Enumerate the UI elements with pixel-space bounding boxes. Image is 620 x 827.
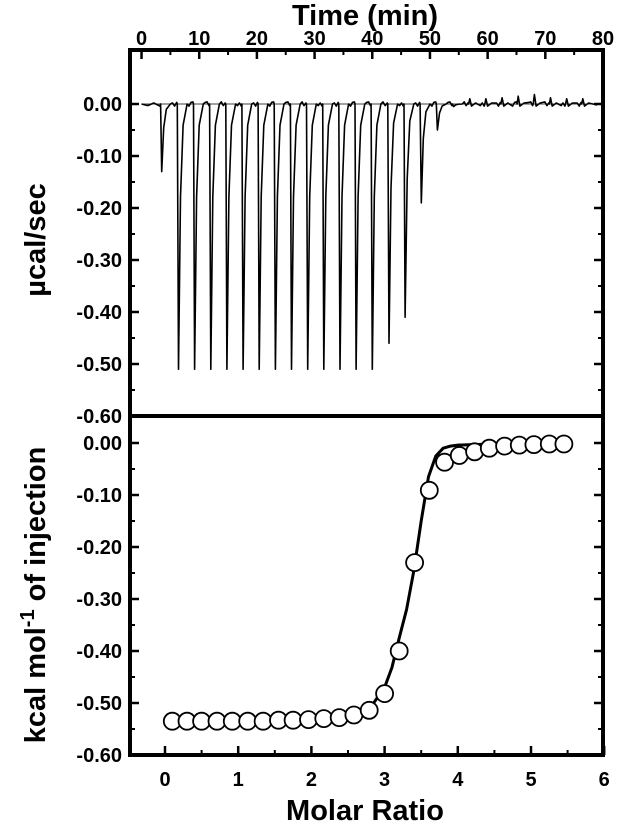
top-y-tick-label: -0.60 [76,406,122,428]
bottom-x-tick-label: 3 [379,769,390,791]
data-point [253,711,273,731]
bottom-y-tick-label: -0.50 [76,693,122,715]
bottom-y-axis-title: kcal mol-1 of injection [17,447,52,744]
plot-border [128,48,605,757]
data-point [524,435,544,455]
bottom-y-tick-label: 0.00 [83,433,122,455]
data-point [344,705,364,725]
thermogram-trace [141,93,598,370]
bottom-y-tick-label: -0.60 [76,745,122,767]
top-x-tick-label: 60 [477,28,499,50]
top-x-tick-label: 10 [188,28,210,50]
top-x-tick-label: 80 [592,28,614,50]
data-point [419,480,439,500]
top-y-tick-label: 0.00 [83,94,122,116]
top-x-tick-label: 0 [136,28,147,50]
bottom-x-tick-label: 6 [599,769,610,791]
top-x-tick-label: 70 [534,28,556,50]
bottom-x-tick-label: 2 [306,769,317,791]
data-point [283,710,303,730]
thermogram-line [141,93,598,370]
top-y-tick-label: -0.20 [76,198,122,220]
top-y-tick-label: -0.40 [76,302,122,324]
bottom-x-axis-title: Molar Ratio [286,795,444,827]
integrated-heats-plot [162,434,574,731]
bottom-y-tick-label: -0.10 [76,485,122,507]
bottom-panel-ticks: 0 1 2 3 4 5 6 0.00 -0.10 -0.20 -0.30 -0.40 -0.50 -0.6… [76,433,609,791]
data-point [192,711,212,731]
data-point [389,641,409,661]
top-x-tick-label: 40 [361,28,383,50]
plot-frame [128,48,605,757]
data-point [222,711,242,731]
top-y-tick-label: -0.50 [76,354,122,376]
data-point [238,711,258,731]
data-point [405,553,425,572]
data-point [375,684,395,703]
data-point [449,446,469,465]
bottom-x-tick-label: 1 [233,769,244,791]
top-y-tick-label: -0.10 [76,146,122,168]
top-x-tick-label: 30 [303,28,325,50]
data-point [554,434,574,454]
top-x-axis-title: Time (min) [292,0,438,32]
bottom-x-tick-label: 0 [159,769,170,791]
top-panel-ticks: 0 10 20 30 40 50 60 70 80 0.00 -0.10 -0.20 -0.30 -0.4… [76,28,614,428]
data-point [479,438,499,458]
data-point [314,709,334,728]
bottom-y-tick-label: -0.40 [76,641,122,663]
bottom-y-tick-label: -0.30 [76,589,122,611]
data-point [359,700,379,720]
bottom-y-tick-label: -0.20 [76,537,122,559]
bottom-x-tick-label: 5 [525,769,536,791]
top-x-tick-label: 50 [419,28,441,50]
data-point [299,710,318,729]
binding-fit-line [172,442,564,723]
top-y-axis-title: µcal/sec [20,183,52,296]
top-x-tick-label: 20 [246,28,268,50]
top-y-tick-label: -0.30 [76,250,122,272]
bottom-x-tick-label: 4 [452,769,464,791]
